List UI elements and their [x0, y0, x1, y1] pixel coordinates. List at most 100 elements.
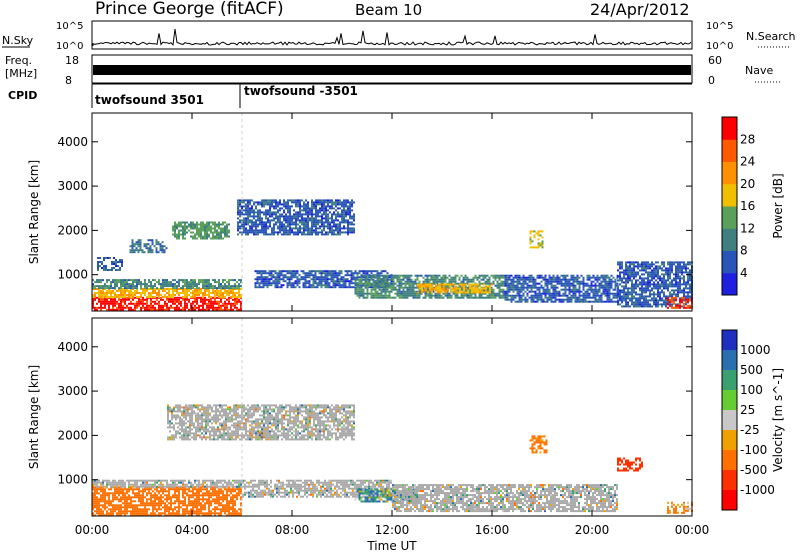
data-cell — [351, 221, 353, 224]
data-cell — [689, 298, 691, 301]
data-cell — [184, 281, 186, 284]
data-cell — [304, 284, 307, 287]
data-cell — [612, 296, 615, 299]
data-cell — [208, 227, 210, 230]
data-cell — [400, 282, 403, 285]
data-cell — [194, 279, 196, 282]
data-cell — [627, 265, 629, 268]
data-cell — [370, 270, 373, 273]
data-cell — [516, 282, 519, 285]
data-cell — [94, 490, 96, 493]
data-cell — [669, 263, 671, 266]
data-cell — [588, 300, 591, 303]
data-cell — [631, 271, 633, 274]
data-cell — [322, 284, 325, 287]
data-cell — [424, 290, 427, 293]
data-cell — [482, 292, 485, 295]
data-cell — [288, 272, 291, 275]
data-cell — [428, 274, 431, 277]
data-cell — [639, 301, 641, 304]
data-cell — [178, 308, 180, 311]
data-cell — [176, 298, 178, 301]
data-cell — [164, 302, 166, 305]
data-cell — [239, 199, 241, 202]
data-cell — [196, 237, 198, 240]
data-cell — [138, 302, 140, 305]
data-cell — [302, 286, 305, 289]
data-cell — [679, 285, 681, 288]
data-cell — [653, 293, 655, 296]
data-cell — [259, 223, 261, 226]
data-cell — [677, 261, 679, 264]
data-cell — [243, 223, 245, 226]
data-cell — [164, 290, 166, 292]
data-cell — [305, 207, 307, 210]
data-cell — [134, 287, 136, 290]
data-cell — [633, 261, 635, 264]
data-cell — [351, 199, 353, 202]
data-cell — [323, 207, 325, 210]
data-cell — [122, 300, 124, 303]
data-cell — [237, 225, 239, 228]
data-cell — [102, 298, 104, 301]
data-cell — [146, 304, 148, 307]
data-cell — [366, 294, 369, 297]
data-cell — [153, 245, 156, 248]
data-cell — [402, 274, 405, 277]
data-cell — [641, 305, 643, 308]
data-cell — [226, 235, 228, 238]
data-cell — [161, 245, 164, 248]
data-cell — [454, 280, 457, 283]
data-cell — [526, 292, 529, 295]
data-cell — [657, 305, 659, 308]
data-cell — [295, 215, 297, 218]
data-cell — [520, 298, 523, 301]
data-cell — [220, 287, 222, 290]
data-cell — [267, 201, 269, 204]
data-cell — [239, 201, 241, 204]
data-cell — [114, 302, 116, 305]
data-cell — [243, 199, 245, 202]
data-cell — [326, 280, 329, 283]
data-cell — [124, 281, 126, 284]
data-cell — [339, 231, 341, 234]
data-cell — [641, 267, 643, 270]
data-cell — [639, 299, 641, 302]
data-cell — [210, 231, 212, 234]
data-cell — [428, 278, 431, 281]
data-cell — [388, 290, 391, 293]
data-cell — [504, 284, 507, 287]
data-cell — [115, 265, 117, 267]
data-cell — [311, 219, 313, 222]
data-cell — [380, 272, 383, 275]
data-cell — [362, 292, 365, 295]
data-cell — [532, 294, 535, 297]
data-cell — [679, 297, 681, 300]
data-cell — [277, 231, 279, 234]
data-cell — [112, 279, 114, 282]
data-cell — [290, 286, 293, 289]
data-cell — [432, 276, 435, 279]
data-cell — [408, 284, 411, 287]
data-cell — [372, 288, 375, 291]
data-cell — [155, 241, 158, 244]
data-cell — [176, 281, 178, 284]
data-cell — [315, 215, 317, 218]
data-cell — [204, 233, 206, 236]
data-cell — [343, 219, 345, 222]
data-cell — [468, 280, 471, 283]
data-cell — [240, 279, 242, 282]
data-cell — [166, 292, 168, 294]
data-cell — [337, 229, 339, 232]
data-cell — [629, 279, 631, 282]
data-cell — [138, 304, 140, 307]
data-cell — [245, 231, 247, 234]
data-cell — [661, 305, 663, 308]
data-cell — [174, 223, 176, 226]
data-cell — [158, 308, 160, 311]
data-cell — [186, 298, 188, 301]
data-cell — [492, 290, 495, 293]
data-cell — [572, 274, 575, 277]
data-cell — [594, 292, 597, 295]
data-cell — [490, 274, 493, 277]
